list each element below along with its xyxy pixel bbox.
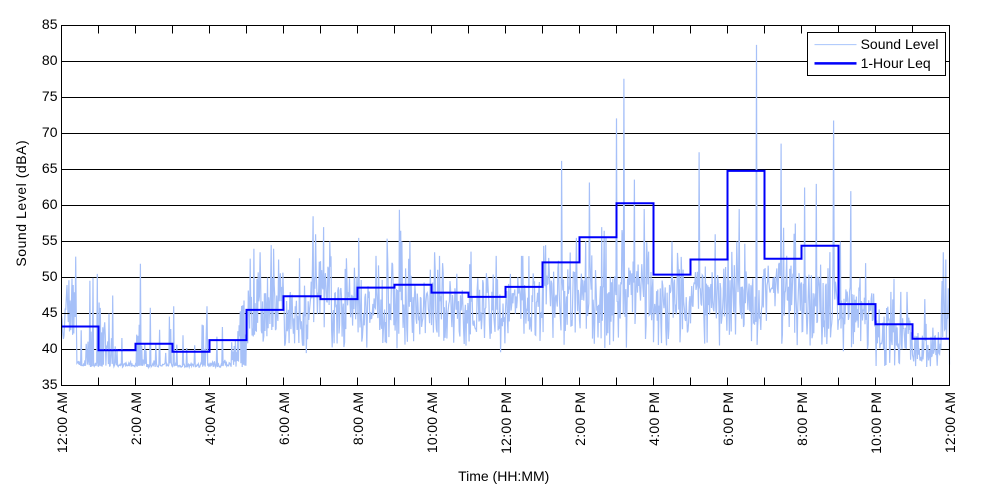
svg-text:4:00 AM: 4:00 AM	[202, 392, 218, 445]
svg-text:70: 70	[42, 124, 58, 140]
svg-text:Sound Level: Sound Level	[861, 36, 939, 52]
svg-text:12:00 AM: 12:00 AM	[54, 392, 70, 454]
svg-text:60: 60	[42, 196, 58, 212]
svg-text:65: 65	[42, 160, 58, 176]
svg-text:12:00 PM: 12:00 PM	[498, 392, 514, 454]
svg-text:6:00 PM: 6:00 PM	[720, 392, 736, 446]
svg-text:2:00 PM: 2:00 PM	[572, 392, 588, 446]
svg-text:Sound Level (dBA): Sound Level (dBA)	[13, 140, 29, 267]
svg-text:35: 35	[42, 376, 58, 392]
svg-text:4:00 PM: 4:00 PM	[646, 392, 662, 446]
svg-text:1-Hour Leq: 1-Hour Leq	[861, 55, 931, 71]
svg-text:45: 45	[42, 304, 58, 320]
svg-text:75: 75	[42, 88, 58, 104]
svg-text:Time (HH:MM): Time (HH:MM)	[458, 468, 549, 484]
svg-text:85: 85	[42, 16, 58, 32]
svg-text:55: 55	[42, 232, 58, 248]
svg-text:2:00 AM: 2:00 AM	[128, 392, 144, 445]
svg-text:80: 80	[42, 52, 58, 68]
svg-text:8:00 PM: 8:00 PM	[794, 392, 810, 446]
svg-text:6:00 AM: 6:00 AM	[276, 392, 292, 445]
svg-text:10:00 AM: 10:00 AM	[424, 392, 440, 454]
svg-text:8:00 AM: 8:00 AM	[350, 392, 366, 445]
svg-text:12:00 AM: 12:00 AM	[942, 392, 958, 454]
svg-text:10:00 PM: 10:00 PM	[868, 392, 884, 454]
svg-text:40: 40	[42, 340, 58, 356]
svg-text:50: 50	[42, 268, 58, 284]
